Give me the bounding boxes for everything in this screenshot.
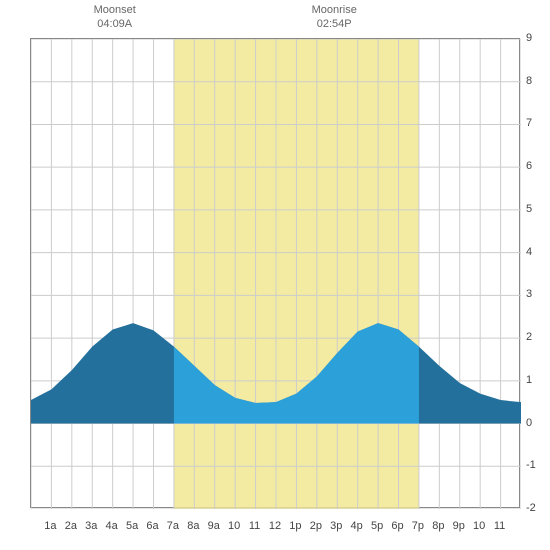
x-tick-label: 11 [494,520,505,532]
y-tick-label: 9 [526,32,546,44]
y-tick-label: 5 [526,203,546,215]
tide-chart: Moonset 04:09A Moonrise 02:54P 1a 2a 3a 4a 5… [0,0,550,550]
y-tick-label: -1 [526,459,546,471]
y-tick-label: 7 [526,117,546,129]
x-tick-label: 9a [208,520,220,532]
x-tick-label: 7p [412,520,424,532]
x-tick-label: 5a [126,520,138,532]
x-tick-label: 6p [391,520,403,532]
x-tick-label: 10 [228,520,240,532]
y-tick-label: 3 [526,288,546,300]
y-tick-label: 8 [526,75,546,87]
y-tick-label: 0 [526,417,546,429]
plot-area [30,38,520,508]
y-tick-label: 2 [526,331,546,343]
x-tick-label: 2a [65,520,77,532]
x-tick-label: 5p [371,520,383,532]
y-tick-label: 1 [526,374,546,386]
x-tick-label: 1a [44,520,56,532]
moonset-time: 04:09A [97,18,132,30]
y-tick-label: 4 [526,246,546,258]
x-tick-label: 3a [85,520,97,532]
moonrise-title: Moonrise [312,4,357,16]
moonset-label: Moonset 04:09A [94,4,136,32]
x-tick-label: 1p [289,520,301,532]
moonrise-time: 02:54P [317,18,352,30]
x-axis-labels: 1a 2a 3a 4a 5a 6a 7a 8a 9a 10 11 12 1p 2p 3p 4p 5p 6p 7p 8p… [30,520,520,540]
x-tick-label: 6a [146,520,158,532]
y-tick-label: 6 [526,160,546,172]
x-tick-label: 4p [351,520,363,532]
y-axis-labels: -2-10123456789 [526,38,546,508]
x-tick-label: 11 [249,520,260,532]
x-tick-label: 2p [310,520,322,532]
x-tick-label: 3p [330,520,342,532]
x-tick-label: 8a [187,520,199,532]
x-tick-label: 10 [473,520,485,532]
moonset-title: Moonset [94,4,136,16]
x-tick-label: 8p [432,520,444,532]
x-tick-label: 12 [269,520,281,532]
x-tick-label: 7a [167,520,179,532]
x-tick-label: 4a [106,520,118,532]
y-tick-label: -2 [526,502,546,514]
moonrise-label: Moonrise 02:54P [312,4,357,32]
x-tick-label: 9p [453,520,465,532]
